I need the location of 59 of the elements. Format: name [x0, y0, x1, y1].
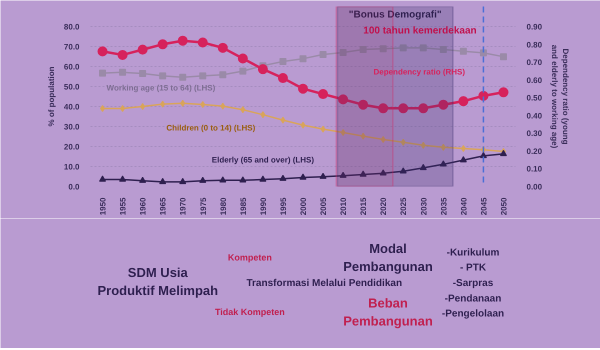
annotation: Children (0 to 14) (LHS) — [166, 124, 256, 132]
band-label: "Bonus Demografi" — [348, 10, 442, 20]
text: - PTK — [460, 262, 487, 274]
y-tick-label: 20.0 — [64, 142, 80, 152]
y2-tick-label: 0.40 — [526, 111, 543, 120]
x-tick-label: 1960 — [138, 196, 148, 216]
x-tick-label: 2025 — [399, 196, 408, 216]
x-tick-label: 2000 — [299, 196, 308, 216]
text: -Pengelolaan — [442, 308, 504, 320]
x-tick-label: 1955 — [118, 196, 128, 216]
x-tick-label: 2005 — [319, 196, 328, 216]
text: Kompeten — [228, 252, 272, 263]
y2-tick-label: 0.20 — [526, 146, 543, 156]
x-tick-label: 1965 — [158, 196, 168, 216]
text: SDM Usia Produktif Melimpah — [97, 265, 218, 298]
x-tick-label: 1975 — [198, 196, 208, 216]
text: -Sarpras — [452, 278, 494, 289]
annotation: Working age (15 to 64) (LHS) — [106, 84, 216, 92]
y-axis-title: % of population — [46, 66, 56, 126]
text: Beban Pembangunan — [343, 296, 433, 329]
y2-tick-label: 0.30 — [526, 129, 543, 138]
ref-line-label: 100 tahun kemerdekaan — [363, 26, 477, 36]
x-tick-label: 2050 — [499, 196, 508, 216]
annotation: Dependency ratio (RHS) — [373, 68, 466, 76]
x-tick-label: 1950 — [98, 196, 108, 216]
x-tick-label: 2045 — [479, 196, 488, 216]
y-tick-label: 0.0 — [68, 182, 80, 192]
y-tick-label: 50.0 — [64, 82, 80, 92]
text: Modal Pembangunan — [343, 241, 433, 274]
x-tick-label: 1980 — [218, 196, 228, 216]
x-tick-label: 2040 — [459, 196, 468, 216]
x-tick-label: 1970 — [178, 196, 188, 216]
annotation: Elderly (65 and over) (LHS) — [212, 156, 314, 164]
y-tick-label: 40.0 — [64, 102, 80, 112]
y-tick-label: 30.0 — [64, 122, 80, 132]
y2-tick-label: 0.60 — [526, 76, 543, 85]
x-tick-label: 1990 — [258, 196, 268, 216]
y2-tick-label: 0.80 — [526, 40, 543, 50]
y-tick-label: 10.0 — [64, 162, 80, 172]
y2-tick-label: 0.50 — [526, 94, 543, 103]
y2-tick-label: 0.70 — [526, 58, 543, 68]
y2-axis-title: Dependency ratio (young and elderly to working age) — [550, 44, 570, 149]
text: -Pendanaan — [444, 293, 502, 304]
y-tick-label: 60.0 — [64, 62, 80, 72]
y2-tick-label: 0.00 — [526, 182, 543, 192]
x-tick-label: 2015 — [359, 196, 368, 216]
x-tick-label: 1995 — [278, 196, 288, 216]
x-tick-label: 1985 — [238, 196, 248, 216]
text: -Kurikulum — [446, 247, 500, 258]
y-tick-label: 80.0 — [64, 22, 80, 32]
y-tick-label: 70.0 — [64, 42, 80, 52]
y2-tick-label: 0.90 — [526, 22, 543, 32]
x-tick-label: 2010 — [339, 196, 348, 216]
text: Tidak Kompeten — [214, 307, 285, 318]
x-tick-label: 2030 — [419, 196, 428, 216]
x-tick-label: 2035 — [439, 196, 448, 216]
text: Transformasi Melalui Pendidikan — [246, 278, 402, 289]
x-tick-label: 2020 — [379, 196, 388, 216]
y2-tick-label: 0.10 — [526, 164, 543, 174]
